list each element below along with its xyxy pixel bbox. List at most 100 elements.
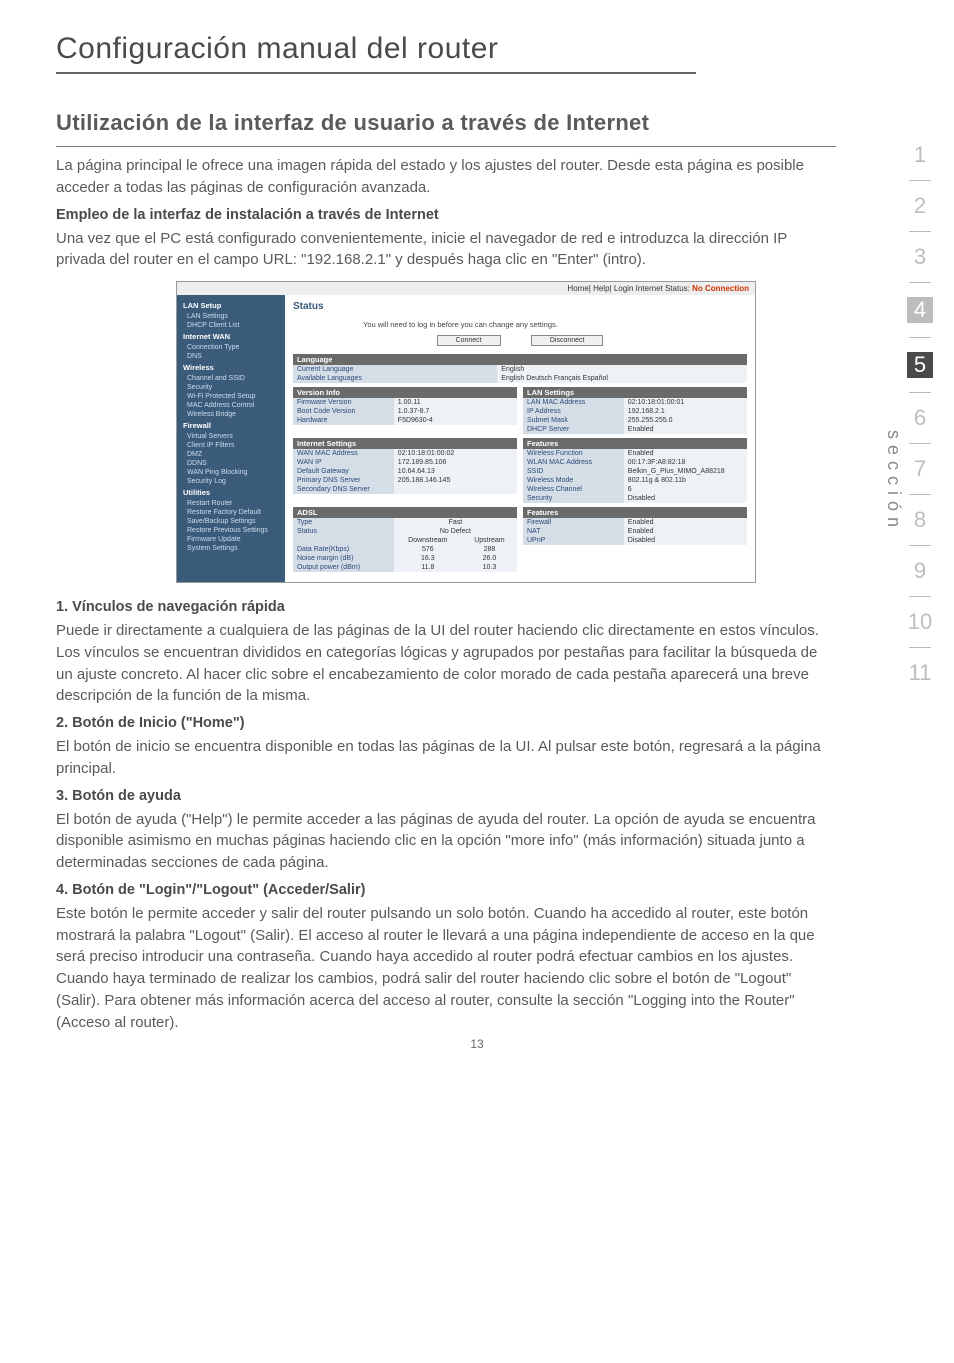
table-key: Secondary DNS Server	[293, 485, 394, 494]
table-key: Default Gateway	[293, 467, 394, 476]
adsl-header: ADSL	[293, 507, 517, 518]
disconnect-button[interactable]: Disconnect	[531, 335, 604, 346]
section-nav-item[interactable]: 3	[900, 246, 940, 268]
table-key: Subnet Mask	[523, 416, 624, 425]
language-panel-header: Language	[293, 354, 747, 365]
sidebar-item[interactable]: Channel and SSID	[177, 374, 285, 383]
sidebar-item[interactable]: Firmware Update	[177, 535, 285, 544]
table-key: Available Languages	[293, 374, 497, 383]
table-value: Disabled	[624, 536, 747, 545]
table-key: DHCP Server	[523, 425, 624, 434]
section-nav-separator	[909, 545, 931, 546]
adsl-panel: ADSL TypeFastStatusNo DefectDownstreamUp…	[293, 507, 517, 572]
table-value: 02:10:18:01:00:02	[394, 449, 517, 458]
sidebar-item[interactable]: Wireless Bridge	[177, 410, 285, 419]
section-nav-item[interactable]: 9	[900, 560, 940, 582]
sidebar-item[interactable]: WAN Ping Blocking	[177, 468, 285, 477]
sub-heading-1: Empleo de la interfaz de instalación a t…	[56, 205, 836, 226]
sidebar-item[interactable]: Connection Type	[177, 343, 285, 352]
topbar-status: No Connection	[692, 284, 749, 293]
table-value: 1.0.37-8.7	[394, 407, 517, 416]
router-screenshot: Home| Help| Login Internet Status: No Co…	[176, 281, 756, 583]
sidebar-item[interactable]: Security Log	[177, 477, 285, 486]
table-value: 205.188.146.145	[394, 476, 517, 485]
table-value: 255.255.255.0	[624, 416, 747, 425]
section-nav-item[interactable]: 8	[900, 509, 940, 531]
connect-button[interactable]: Connect	[437, 335, 501, 346]
table-key: WAN IP	[293, 458, 394, 467]
topbar-links[interactable]: Home| Help| Login Internet Status:	[567, 284, 689, 293]
table-key: Wireless Channel	[523, 485, 624, 494]
table-value: 192.168.2.1	[624, 407, 747, 416]
section-nav-item[interactable]: 2	[900, 195, 940, 217]
features-panel: Features Wireless FunctionEnabledWLAN MA…	[523, 438, 747, 503]
paragraph-2: El botón de inicio se encuentra disponib…	[56, 736, 836, 780]
section-nav-item[interactable]: 5	[907, 352, 933, 378]
table-value: English Deutsch Français Español	[497, 374, 747, 383]
heading-3: 3. Botón de ayuda	[56, 786, 836, 807]
table-key: Wireless Mode	[523, 476, 624, 485]
table-key: NAT	[523, 527, 624, 536]
sidebar-item[interactable]: Restart Router	[177, 499, 285, 508]
sidebar-item[interactable]: MAC Address Control	[177, 401, 285, 410]
table-value: Enabled	[624, 518, 747, 527]
section-nav-item[interactable]: 7	[900, 458, 940, 480]
features-header: Features	[523, 438, 747, 449]
section-nav-item[interactable]: 6	[900, 407, 940, 429]
version-info-panel: Version Info Firmware Version1.00.11Boot…	[293, 387, 517, 425]
router-sidebar: LAN SetupLAN SettingsDHCP Client ListInt…	[177, 295, 285, 582]
table-key: SSID	[523, 467, 624, 476]
table-value: 00:17:3F:A8:82:18	[624, 458, 747, 467]
section-nav-item[interactable]: 11	[900, 662, 940, 684]
sidebar-item[interactable]: LAN Settings	[177, 312, 285, 321]
table-key: WLAN MAC Address	[523, 458, 624, 467]
table-key: Firmware Version	[293, 398, 394, 407]
vertical-section-label: sección	[883, 430, 904, 533]
table-key: Security	[523, 494, 624, 503]
table-value: 172.189.85.106	[394, 458, 517, 467]
version-info-header: Version Info	[293, 387, 517, 398]
sidebar-item[interactable]: Restore Previous Settings	[177, 526, 285, 535]
table-value: 02:10:18:01:00:01	[624, 398, 747, 407]
table-value: Enabled	[624, 425, 747, 434]
heading-2: 2. Botón de Inicio ("Home")	[56, 713, 836, 734]
sidebar-item[interactable]: Wi-Fi Protected Setup	[177, 392, 285, 401]
table-value: 802.11g & 802.11b	[624, 476, 747, 485]
sidebar-item[interactable]: DMZ	[177, 450, 285, 459]
sidebar-item[interactable]: DNS	[177, 352, 285, 361]
sidebar-item[interactable]: Restore Factory Default	[177, 508, 285, 517]
table-value: English	[497, 365, 747, 374]
section-nav-item[interactable]: 4	[907, 297, 933, 323]
section-nav-separator	[909, 647, 931, 648]
heading-1: 1. Vínculos de navegación rápida	[56, 597, 836, 618]
table-key: Current Language	[293, 365, 497, 374]
internet-settings-panel: Internet Settings WAN MAC Address02:10:1…	[293, 438, 517, 494]
sidebar-item[interactable]: DDNS	[177, 459, 285, 468]
section-nav-separator	[909, 282, 931, 283]
table-key: Firewall	[523, 518, 624, 527]
table-value: F5D9630-4	[394, 416, 517, 425]
paragraph-1: Puede ir directamente a cualquiera de la…	[56, 620, 836, 707]
section-nav-item[interactable]: 10	[900, 611, 940, 633]
sidebar-heading: LAN Setup	[177, 299, 285, 312]
table-value: Disabled	[624, 494, 747, 503]
title-rule	[56, 72, 696, 74]
sidebar-item[interactable]: Client IP Filters	[177, 441, 285, 450]
sidebar-heading: Utilities	[177, 486, 285, 499]
lan-settings-header: LAN Settings	[523, 387, 747, 398]
section-nav-item[interactable]: 1	[900, 144, 940, 166]
table-value	[394, 485, 517, 494]
router-topbar: Home| Help| Login Internet Status: No Co…	[177, 282, 755, 295]
sidebar-item[interactable]: DHCP Client List	[177, 321, 285, 330]
internet-settings-header: Internet Settings	[293, 438, 517, 449]
sidebar-item[interactable]: Security	[177, 383, 285, 392]
intro-paragraph: La página principal le ofrece una imagen…	[56, 155, 836, 199]
section-nav-separator	[909, 443, 931, 444]
sidebar-item[interactable]: System Settings	[177, 544, 285, 553]
sidebar-item[interactable]: Save/Backup Settings	[177, 517, 285, 526]
table-key: UPnP	[523, 536, 624, 545]
table-value: 1.00.11	[394, 398, 517, 407]
table-value: 10.64.64.13	[394, 467, 517, 476]
table-key: Hardware	[293, 416, 394, 425]
sidebar-item[interactable]: Virtual Servers	[177, 432, 285, 441]
